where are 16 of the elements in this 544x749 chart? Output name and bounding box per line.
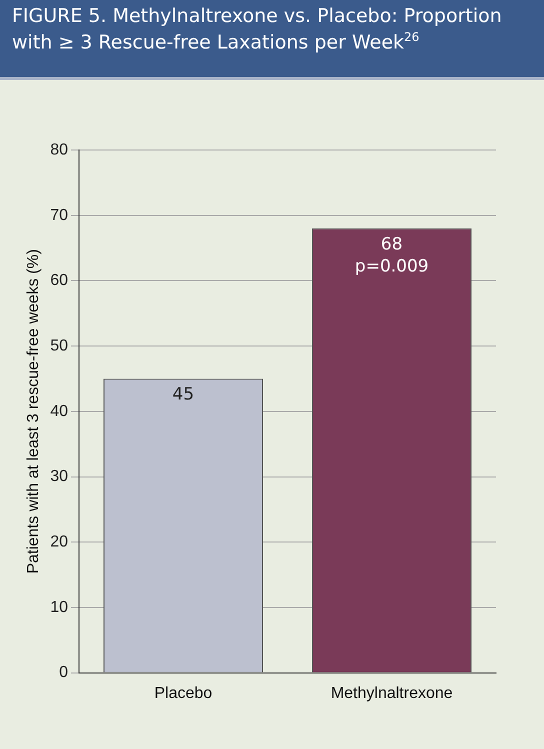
y-tick-label: 30 — [50, 468, 68, 486]
y-tick-label: 50 — [50, 337, 68, 354]
y-axis-title: Patients with at least 3 rescue-free weeks (%) — [25, 249, 42, 574]
y-tick-label: 0 — [59, 664, 68, 682]
data-label: 45 — [172, 384, 194, 405]
chart-title: FIGURE 5. Methylnaltrexone vs. Placebo: Proportion with ≥ 3 Rescue-free Laxations per Week$^{26}$ — [0, 0, 544, 80]
y-tick-label: 20 — [50, 534, 68, 551]
x-tick-label: Methylnaltrexone — [330, 684, 453, 702]
data-label: 68 — [380, 234, 403, 254]
y-tick-label: 70 — [50, 206, 68, 224]
y-tick-label: 80 — [50, 141, 68, 158]
y-tick-label: 10 — [50, 598, 68, 616]
y-tick-label: 40 — [50, 402, 68, 420]
y-tick-label: 60 — [50, 272, 68, 290]
annotation: p=0.009 — [354, 256, 429, 276]
x-tick-label: Placebo — [154, 684, 212, 702]
